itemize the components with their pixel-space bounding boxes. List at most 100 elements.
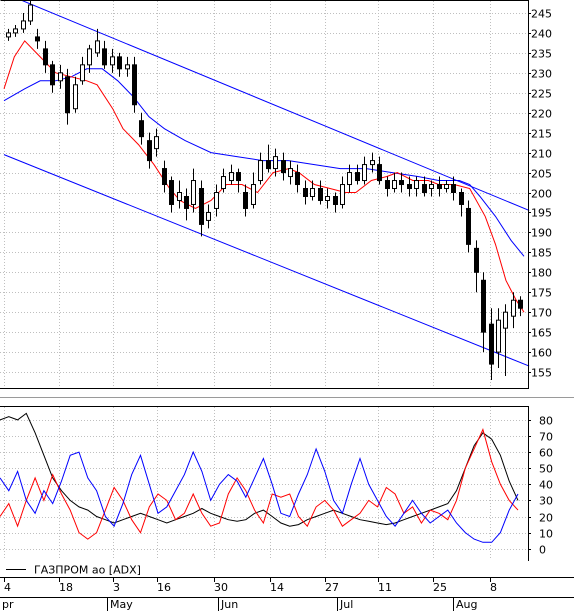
candle-body [13,28,18,34]
candle [281,152,286,181]
y-tick-label: 30 [539,495,553,508]
candle [258,152,263,185]
candle-body [95,40,100,54]
candle [251,172,256,209]
candle [288,160,293,185]
month-label: Jun [220,598,238,611]
candle [50,60,55,93]
y-tick-label: 245 [531,8,552,21]
adx-series-line [0,412,519,527]
y-tick-label: 235 [531,48,552,61]
candle-body [340,184,345,205]
candle [132,56,137,113]
candle-body [251,184,256,205]
x-tick-label: 14 [270,581,284,594]
candle [65,68,70,125]
candle-body [474,247,479,273]
y-tick-label: 0 [539,544,546,557]
candle-body [21,20,26,30]
y-tick-label: 230 [531,68,552,81]
y-tick-label: 200 [531,188,552,201]
y-tick-label: 70 [539,431,553,444]
y-tick-label: 40 [539,479,553,492]
x-tick-label: 3 [113,581,120,594]
y-tick-label: 175 [531,287,552,300]
candle-body [370,160,375,166]
y-tick-label: 170 [531,307,552,320]
candle [496,308,501,369]
candle [266,144,271,173]
candle-body [288,168,293,178]
candle-body [243,192,248,209]
candle-body [496,319,501,353]
candle [474,240,479,293]
price-grid [0,1,528,388]
candle [511,292,516,329]
candle-body [518,299,523,309]
candle-body [437,184,442,190]
candle [407,176,412,197]
candle-body [281,160,286,174]
month-label: Aug [456,598,477,611]
y-tick-label: 180 [531,267,552,280]
candle-body [362,164,367,182]
candle-body [236,172,241,182]
y-tick-label: 185 [531,247,552,260]
candle-body [266,160,271,170]
adx-y-axis: 0 10 20 30 40 50 60 70 80 [528,415,553,557]
candle-body [429,184,434,190]
candle-body [73,84,78,110]
candle-body [169,180,174,205]
candle-body [377,164,382,182]
candle-body [184,195,189,209]
candle [95,28,100,57]
candle [229,164,234,185]
candle [184,188,189,221]
candle [191,168,196,213]
candle-body [385,180,390,190]
ma-slow-line [3,68,525,257]
candle [347,164,352,193]
candle-body [132,64,137,106]
candle [295,164,300,193]
candle [13,24,18,37]
candle [125,56,130,77]
adx-grid [0,407,528,560]
candle [414,176,419,197]
y-tick-label: 160 [531,347,552,360]
candle-body [43,48,48,66]
y-tick-label: 20 [539,512,553,525]
x-tick-label: 16 [157,581,171,594]
y-tick-label: 155 [531,367,552,380]
candle [459,188,464,217]
candle-body [466,207,471,245]
x-tick-label: 30 [214,581,228,594]
candle [489,308,494,381]
candle-body [422,184,427,194]
candle [117,52,122,77]
candle [437,176,442,197]
candle-body [125,64,130,70]
candle [466,200,471,253]
channel-lower-line [3,154,530,367]
y-tick-label: 205 [531,168,552,181]
candle [214,184,219,217]
candle-body [511,299,516,317]
candle [21,12,26,33]
adx-series-line [0,447,519,543]
candle [102,40,107,69]
candle-body [6,32,11,38]
candle [340,176,345,209]
y-tick-label: 60 [539,447,553,460]
candle-body [459,192,464,205]
legend-label: ГАЗПРОМ ао [ADX] [34,564,141,577]
y-tick-label: 220 [531,108,552,121]
price-panel: 155 160 165 170 175 180 185 190 195 200 205 210 215 2… [0,0,552,389]
candle-body [333,195,338,205]
candle-body [87,48,92,66]
adx-series-line [0,428,519,540]
candle-body [58,72,63,82]
candle [43,40,48,73]
candle [110,48,115,73]
candle [481,272,486,353]
